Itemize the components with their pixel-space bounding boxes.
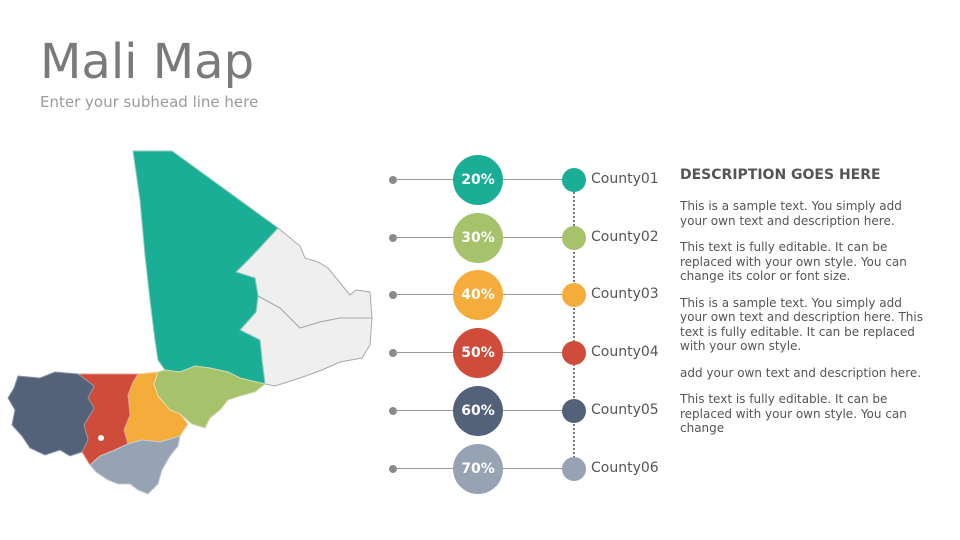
percent-badge: 50% — [453, 328, 503, 378]
county-label: County04 — [591, 344, 659, 360]
lead-dot — [389, 465, 397, 473]
page-title: Mali Map — [40, 34, 255, 90]
legend-row-6: 70% County06 — [0, 444, 680, 494]
description-paragraph-1: This is a sample text. You simply add yo… — [680, 199, 902, 228]
percent-badge: 30% — [453, 213, 503, 263]
description-panel: DESCRIPTION GOES HERE This is a sample t… — [680, 167, 930, 448]
lead-dot — [389, 291, 397, 299]
description-paragraph-2: This text is fully editable. It can be r… — [680, 240, 907, 283]
percent-badge: 20% — [453, 155, 503, 205]
county-node — [562, 341, 586, 365]
legend-row-3: 40% County03 — [0, 270, 680, 320]
county-node — [562, 168, 586, 192]
legend-row-1: 20% County01 — [0, 155, 680, 205]
lead-dot — [389, 407, 397, 415]
map-region-sikasso — [89, 435, 181, 495]
percent-badge: 70% — [453, 444, 503, 494]
percent-badge: 40% — [453, 270, 503, 320]
legend-row-4: 50% County04 — [0, 328, 680, 378]
county-node — [562, 457, 586, 481]
county-node — [562, 399, 586, 423]
lead-dot — [389, 176, 397, 184]
lead-dot — [389, 234, 397, 242]
county-node — [562, 226, 586, 250]
description-paragraph-5: This text is fully editable. It can be r… — [680, 392, 907, 435]
mali-map — [7, 150, 373, 495]
county-label: County06 — [591, 460, 659, 476]
map-region-kayes — [7, 371, 95, 457]
description-paragraph-4: add your own text and description here. — [680, 365, 922, 380]
county-label: County01 — [591, 171, 659, 187]
county-label: County05 — [591, 402, 659, 418]
county-label: County03 — [591, 286, 659, 302]
description-heading: DESCRIPTION GOES HERE — [680, 167, 881, 183]
lead-dot — [389, 349, 397, 357]
description-paragraph-3: This is a sample text. You simply add yo… — [680, 295, 923, 354]
county-label: County02 — [591, 229, 659, 245]
page-subtitle: Enter your subhead line here — [40, 93, 259, 111]
capital-marker — [98, 435, 104, 441]
county-node — [562, 283, 586, 307]
percent-badge: 60% — [453, 386, 503, 436]
legend-row-2: 30% County02 — [0, 213, 680, 263]
timeline-connector — [573, 192, 575, 462]
legend-row-5: 60% County05 — [0, 386, 680, 436]
